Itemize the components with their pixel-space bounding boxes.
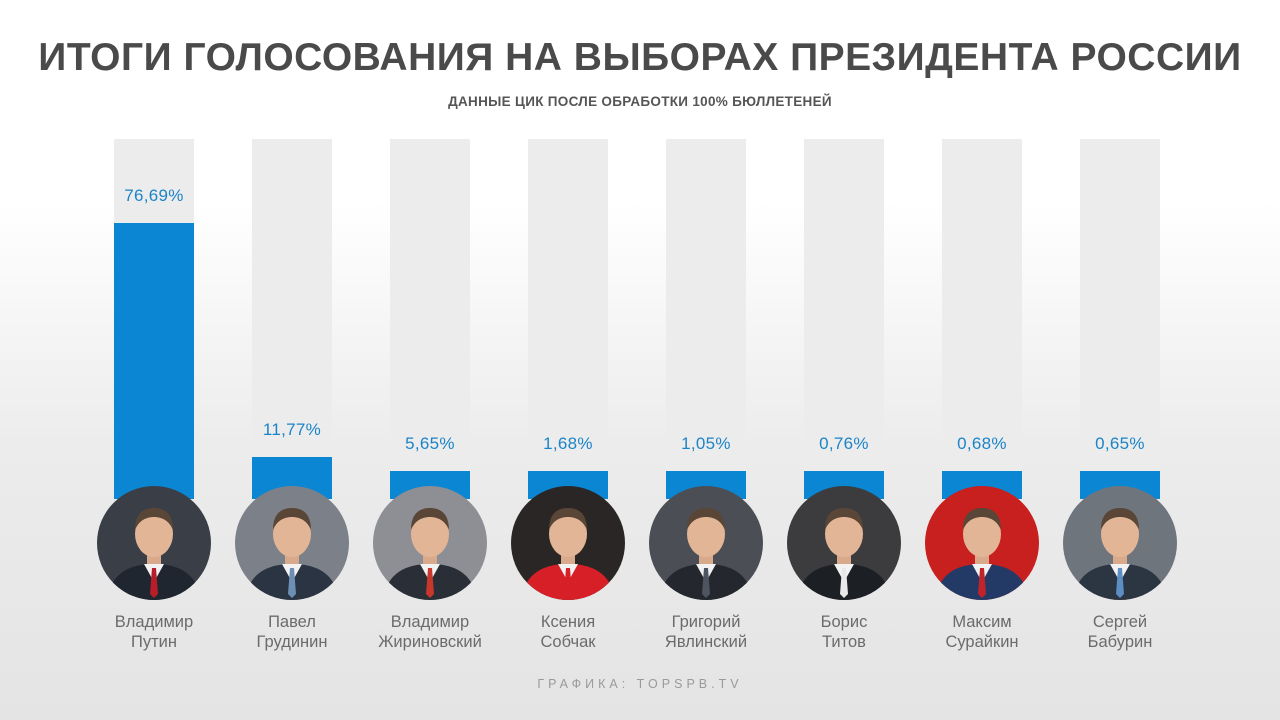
candidate-first-name: Ксения bbox=[540, 613, 596, 631]
candidate-first-name: Владимир bbox=[390, 613, 470, 631]
chart-subtitle: ДАННЫЕ ЦИК ПОСЛЕ ОБРАБОТКИ 100% БЮЛЛЕТЕН… bbox=[448, 94, 832, 109]
candidate-last-name: Явлинский bbox=[664, 633, 748, 651]
candidate-last-name: Путин bbox=[131, 633, 177, 651]
portrait-illustration bbox=[935, 508, 1029, 600]
candidate-last-name: Титов bbox=[822, 633, 866, 651]
portrait-illustration bbox=[1073, 508, 1167, 600]
candidate-column: 5,65% Владимир Жириновский bbox=[360, 0, 500, 720]
candidate-last-name: Бабурин bbox=[1087, 633, 1153, 651]
candidate-first-name: Борис bbox=[820, 613, 868, 631]
candidate-last-name: Жириновский bbox=[378, 633, 482, 651]
value-label: 0,68% bbox=[957, 434, 1007, 453]
candidate-column: 76,69% Владимир Путин bbox=[84, 0, 224, 720]
candidate-first-name: Владимир bbox=[114, 613, 194, 631]
candidate-name: Ксения Собчак bbox=[488, 612, 648, 652]
candidate-name: Павел Грудинин bbox=[212, 612, 372, 652]
portrait-illustration bbox=[797, 508, 891, 600]
candidate-name: Владимир Путин bbox=[74, 612, 234, 652]
candidate-photo bbox=[925, 486, 1039, 600]
value-label: 0,76% bbox=[819, 434, 869, 453]
bar-track bbox=[390, 139, 470, 499]
candidate-photo bbox=[235, 486, 349, 600]
bar bbox=[114, 222, 194, 499]
value-label: 76,69% bbox=[124, 185, 184, 205]
candidate-column: 0,65% Сергей Бабурин bbox=[1050, 0, 1190, 720]
candidate-photo bbox=[649, 486, 763, 600]
candidate-photo bbox=[97, 486, 211, 600]
bar-track bbox=[528, 139, 608, 499]
candidate-name: Сергей Бабурин bbox=[1040, 612, 1200, 652]
bar-track bbox=[942, 139, 1022, 499]
credit-text: ГРАФИКА: TOPSPB.TV bbox=[537, 677, 743, 691]
candidate-column: 1,68% Ксения Собчак bbox=[498, 0, 638, 720]
bar-track bbox=[804, 139, 884, 499]
candidate-first-name: Сергей bbox=[1092, 613, 1148, 631]
candidate-name: Владимир Жириновский bbox=[350, 612, 510, 652]
value-label: 5,65% bbox=[405, 434, 455, 453]
candidate-last-name: Грудинин bbox=[256, 633, 328, 651]
candidate-last-name: Сурайкин bbox=[945, 633, 1019, 651]
candidate-name: Максим Сурайкин bbox=[902, 612, 1062, 652]
candidate-column: 0,68% Максим Сурайкин bbox=[912, 0, 1052, 720]
candidate-column: 1,05% Григорий Явлинский bbox=[636, 0, 776, 720]
candidate-photo bbox=[1063, 486, 1177, 600]
value-label: 11,77% bbox=[262, 419, 322, 439]
candidate-photo bbox=[373, 486, 487, 600]
candidate-name: Борис Титов bbox=[764, 612, 924, 652]
candidate-last-name: Собчак bbox=[540, 633, 596, 651]
bar-track bbox=[666, 139, 746, 499]
value-label: 1,68% bbox=[543, 434, 593, 453]
value-label: 1,05% bbox=[681, 434, 731, 453]
candidate-column: 0,76% Борис Титов bbox=[774, 0, 914, 720]
candidate-column: 11,77% Павел Грудинин bbox=[222, 0, 362, 720]
candidate-first-name: Григорий bbox=[671, 613, 741, 631]
portrait-illustration bbox=[659, 508, 753, 600]
bar-track bbox=[252, 139, 332, 499]
candidate-photo bbox=[511, 486, 625, 600]
bar-track bbox=[1080, 139, 1160, 499]
portrait-illustration bbox=[383, 508, 477, 600]
portrait-illustration bbox=[107, 508, 201, 600]
candidate-photo bbox=[787, 486, 901, 600]
portrait-illustration bbox=[245, 508, 339, 600]
candidate-name: Григорий Явлинский bbox=[626, 612, 786, 652]
value-label: 0,65% bbox=[1095, 434, 1145, 453]
candidate-first-name: Павел bbox=[268, 613, 316, 631]
portrait-illustration bbox=[521, 508, 615, 600]
candidate-first-name: Максим bbox=[952, 613, 1012, 631]
chart-title: ИТОГИ ГОЛОСОВАНИЯ НА ВЫБОРАХ ПРЕЗИДЕНТА … bbox=[38, 36, 1242, 79]
